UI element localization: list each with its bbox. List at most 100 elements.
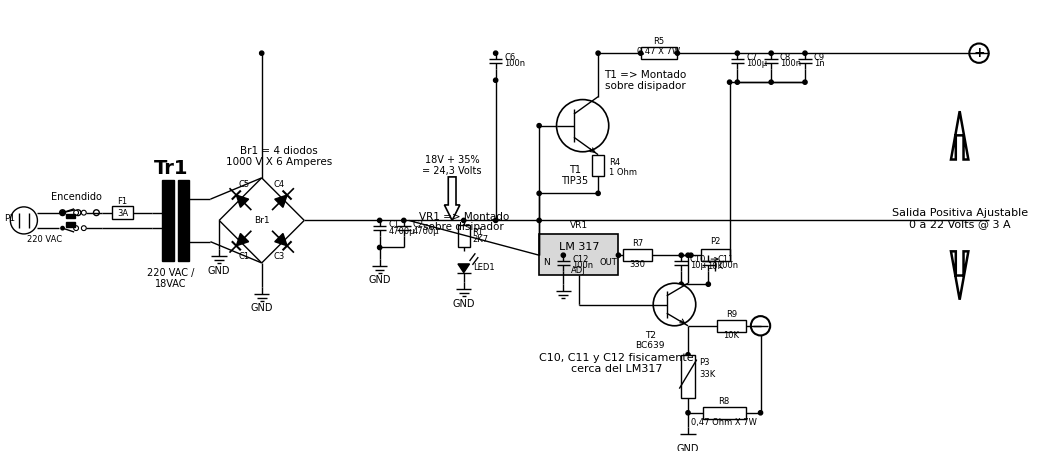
Text: C7: C7 [746, 52, 757, 61]
Text: Br1 = 4 diodos: Br1 = 4 diodos [241, 146, 318, 156]
Circle shape [81, 210, 86, 215]
Bar [458, 225, 470, 247]
Text: Tr1: Tr1 [153, 159, 188, 178]
Text: OUT: OUT [599, 258, 618, 267]
Circle shape [60, 226, 65, 230]
Text: 100n: 100n [717, 261, 738, 270]
Circle shape [93, 210, 100, 216]
Text: F1: F1 [117, 197, 128, 206]
Text: C10: C10 [690, 254, 706, 263]
Text: T1 => Montado: T1 => Montado [605, 70, 686, 80]
Text: VR1: VR1 [569, 221, 588, 230]
Text: 1 Ohm: 1 Ohm [609, 168, 637, 177]
Circle shape [653, 283, 696, 326]
Text: 330: 330 [629, 260, 646, 269]
Text: 10K: 10K [707, 262, 723, 272]
Text: GND: GND [207, 266, 230, 276]
Circle shape [751, 316, 770, 336]
Bar [717, 320, 746, 331]
Text: = 24,3 Volts: = 24,3 Volts [422, 166, 482, 176]
Circle shape [60, 210, 65, 216]
Text: VR1 => Montado: VR1 => Montado [419, 212, 509, 221]
Text: 18VAC: 18VAC [156, 279, 187, 289]
Circle shape [74, 226, 79, 230]
Circle shape [461, 218, 466, 222]
Circle shape [735, 51, 739, 55]
Circle shape [675, 51, 679, 55]
Text: sobre disipador: sobre disipador [606, 81, 685, 91]
Text: T2: T2 [645, 331, 655, 340]
Circle shape [60, 210, 65, 215]
Text: 1n: 1n [814, 59, 824, 68]
Polygon shape [445, 177, 459, 221]
Text: C10, C11 y C12 fisicamente: C10, C11 y C12 fisicamente [539, 353, 694, 363]
Circle shape [769, 80, 774, 84]
Text: 100µ: 100µ [746, 59, 767, 68]
Polygon shape [236, 195, 249, 207]
Text: 2K7: 2K7 [473, 235, 488, 244]
Text: 1000 V X 6 Amperes: 1000 V X 6 Amperes [226, 157, 332, 167]
Text: 0,47 Ohm X 7W: 0,47 Ohm X 7W [691, 418, 757, 427]
Text: C8: C8 [780, 52, 791, 61]
Text: C9: C9 [814, 52, 824, 61]
Text: 100n: 100n [780, 59, 801, 68]
Circle shape [596, 191, 600, 195]
Circle shape [735, 80, 739, 84]
Circle shape [803, 80, 807, 84]
Text: 18V + 35%: 18V + 35% [425, 156, 479, 166]
Text: 10K: 10K [724, 331, 739, 340]
Bar [539, 234, 618, 275]
Text: C3: C3 [274, 252, 285, 261]
Circle shape [679, 282, 683, 286]
Circle shape [596, 51, 600, 55]
Text: GND: GND [677, 443, 699, 451]
Bar [66, 222, 75, 227]
Bar [177, 180, 189, 261]
Text: 220 VAC: 220 VAC [27, 235, 62, 244]
Text: BC639: BC639 [636, 341, 665, 350]
Circle shape [494, 218, 498, 222]
Circle shape [689, 253, 693, 258]
Text: Salida Positiva Ajustable: Salida Positiva Ajustable [892, 207, 1028, 218]
Text: GND: GND [251, 304, 273, 313]
Text: C11: C11 [717, 254, 733, 263]
Text: 3A: 3A [117, 209, 128, 218]
Polygon shape [951, 251, 969, 299]
Circle shape [74, 210, 79, 215]
Circle shape [758, 411, 762, 415]
Circle shape [537, 218, 541, 222]
Circle shape [706, 253, 710, 258]
Text: R9: R9 [726, 310, 737, 319]
Circle shape [537, 191, 541, 195]
Circle shape [803, 51, 807, 55]
Text: GND: GND [452, 299, 475, 308]
Circle shape [685, 411, 691, 415]
Text: 0,47 X 7W: 0,47 X 7W [638, 47, 680, 56]
Circle shape [639, 51, 643, 55]
Circle shape [60, 211, 64, 215]
Circle shape [81, 226, 86, 230]
Text: C2: C2 [413, 220, 424, 229]
Bar [641, 47, 677, 59]
Text: TIP35: TIP35 [561, 176, 588, 186]
Text: P3: P3 [700, 358, 710, 367]
Circle shape [377, 245, 382, 249]
Text: 100n: 100n [572, 261, 593, 270]
Circle shape [537, 124, 541, 128]
Text: R7: R7 [633, 239, 643, 248]
Polygon shape [458, 264, 470, 272]
Text: sobre disipador: sobre disipador [423, 222, 504, 232]
Text: C4: C4 [274, 180, 285, 189]
Circle shape [75, 210, 81, 216]
Text: C12: C12 [572, 254, 588, 263]
Text: 4700µ: 4700µ [388, 226, 415, 235]
Text: 100n: 100n [504, 59, 526, 68]
Text: N: N [543, 258, 551, 267]
Bar [623, 249, 652, 261]
Circle shape [259, 51, 263, 55]
Bar [112, 206, 133, 220]
Bar [162, 180, 174, 261]
Circle shape [557, 100, 609, 152]
Text: LM 317: LM 317 [559, 243, 599, 253]
Bar [681, 355, 695, 398]
